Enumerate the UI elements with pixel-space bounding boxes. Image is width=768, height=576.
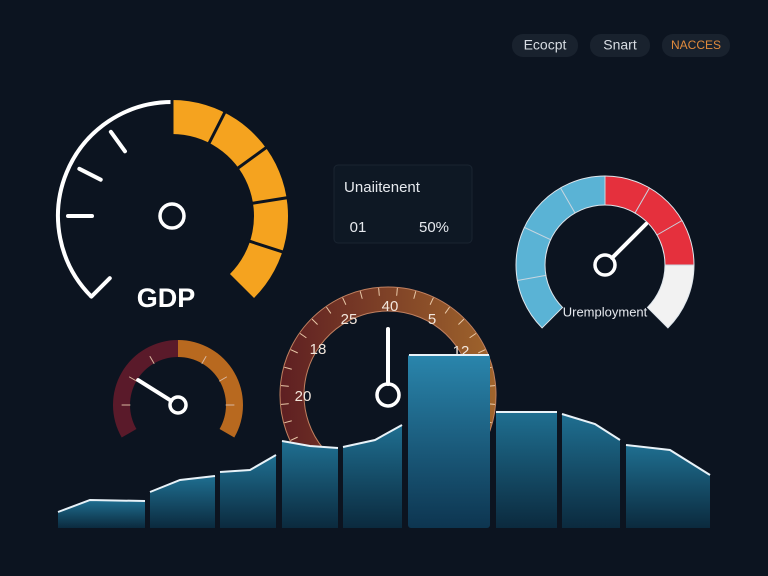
gauge-tick: [206, 109, 228, 147]
panel-title: Unaiitenent: [344, 179, 421, 196]
gauge-tick: [290, 436, 298, 441]
gauge-tick: [516, 274, 547, 281]
gauge-tick-label: 25: [341, 311, 358, 328]
gauge-tick: [311, 318, 318, 325]
gauge-band: [178, 340, 243, 438]
gauge-tick: [219, 376, 227, 382]
gauge-tick: [280, 385, 289, 387]
button-bg[interactable]: [512, 34, 578, 57]
gauge-tick: [89, 276, 112, 299]
bar-area: [57, 354, 711, 528]
gauge-band: [172, 100, 289, 299]
bar-edge: [149, 475, 216, 493]
gauge-needle: [136, 378, 174, 403]
gauge-label: Uremployment: [563, 304, 648, 319]
gauge-band: [112, 340, 178, 438]
bar-edge: [219, 454, 277, 473]
button[interactable]: Ecocpt: [524, 37, 567, 53]
bar: [496, 412, 557, 528]
gauge-band: [647, 265, 694, 328]
gauge-tick: [326, 306, 332, 314]
gauge-tick: [656, 220, 683, 236]
gauge-tick-label: 5: [428, 311, 436, 328]
gauge-tick: [284, 420, 292, 424]
gauge-hub: [158, 202, 186, 230]
gauge-band: [516, 176, 605, 328]
gauge-tick-label: 18: [310, 341, 327, 358]
gauge-tick: [396, 287, 398, 296]
info-panel: [333, 164, 473, 244]
gauge-hub: [375, 382, 401, 408]
gauge-tick: [523, 226, 552, 241]
gauge-tick: [290, 349, 298, 354]
gauge-tick: [560, 187, 576, 214]
gauge-tick: [458, 318, 465, 325]
gauge-tick: [108, 129, 127, 154]
panel-value: 01: [350, 219, 367, 236]
gauge-tick: [246, 239, 286, 254]
bar-edge: [342, 424, 403, 448]
bar-edge: [625, 444, 711, 476]
gauge-tick: [280, 403, 289, 405]
gauge-tick: [413, 291, 417, 299]
gauge-hub: [593, 253, 617, 277]
gauge-tick: [284, 366, 292, 370]
gauge-tick-label: 40: [382, 298, 399, 315]
bar: [150, 476, 215, 528]
gauge-tick: [429, 297, 434, 305]
bar-edge: [561, 413, 621, 441]
bar: [220, 455, 276, 528]
gauge-outline: [515, 175, 695, 329]
bar: [562, 414, 620, 528]
gauge-tick: [149, 356, 155, 364]
gauge-tick: [299, 333, 307, 339]
button[interactable]: Snart: [603, 37, 637, 53]
gauge-arc: [56, 100, 173, 299]
bar: [58, 500, 145, 528]
button-bg[interactable]: [662, 34, 730, 57]
gauge-tick: [378, 287, 380, 296]
gauge-tick: [201, 356, 207, 364]
gauge-tick: [129, 376, 137, 382]
gauge-needle: [610, 221, 649, 260]
bar-edge: [57, 498, 146, 513]
gauge-tick: [249, 196, 291, 205]
bar: [626, 445, 710, 528]
bar-edge: [281, 440, 339, 449]
gauge-tick: [444, 306, 450, 314]
panel-value: 50%: [419, 219, 449, 236]
button-bg[interactable]: [590, 34, 650, 57]
bar: [282, 441, 338, 528]
gauge-band: [605, 176, 694, 265]
bar: [343, 425, 402, 528]
bar-highlight: [408, 354, 490, 528]
gauge-label: GDP: [137, 283, 196, 313]
button[interactable]: NACCES: [671, 38, 721, 52]
gauge-hub: [168, 395, 188, 415]
gauge-tick: [342, 297, 347, 305]
gauge-tick: [359, 291, 363, 299]
gauge-tick: [235, 145, 269, 171]
gauge-tick: [469, 333, 477, 339]
gauge-tick: [478, 349, 486, 354]
gauge-tick-label: 20: [295, 388, 312, 405]
gauge-tick: [634, 187, 650, 214]
gauge-tick: [77, 166, 103, 182]
